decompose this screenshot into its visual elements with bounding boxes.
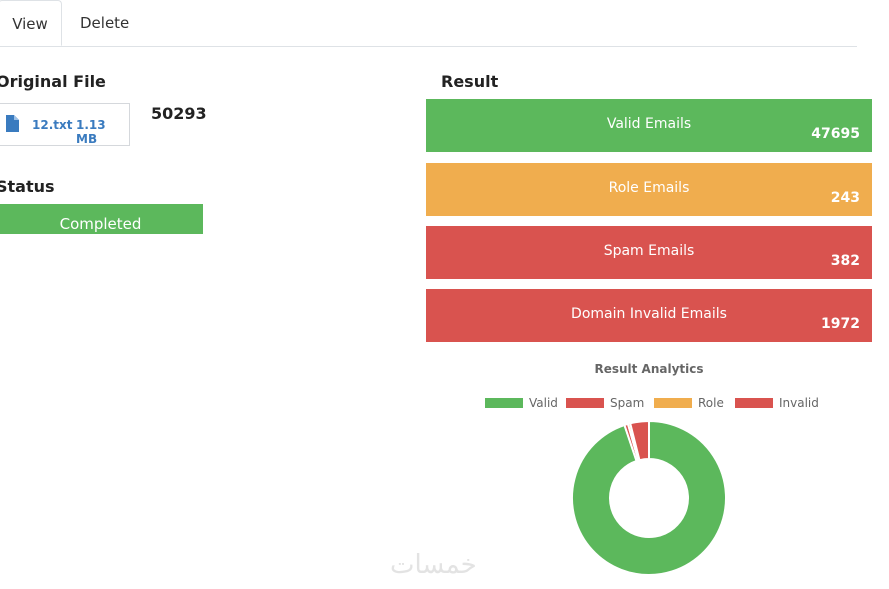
role-emails-count: 243 — [830, 190, 860, 206]
donut-slice-invalid[interactable] — [629, 419, 650, 462]
chart-title: Result Analytics — [594, 362, 704, 376]
spam-emails-count: 382 — [830, 253, 860, 269]
status-badge: Completed — [0, 204, 203, 234]
valid-emails-label: Valid Emails — [606, 116, 692, 132]
legend-label-role[interactable]: Role — [698, 396, 724, 410]
valid-emails-count: 47695 — [811, 126, 860, 142]
file-link[interactable]: 12.txt 1.13 MB — [0, 103, 130, 146]
legend-swatch-valid[interactable] — [485, 398, 523, 408]
role-emails-box: Role Emails 243 — [426, 163, 872, 216]
spam-emails-box: Spam Emails 382 — [426, 226, 872, 279]
role-emails-label: Role Emails — [608, 180, 690, 196]
legend-label-invalid[interactable]: Invalid — [779, 396, 819, 410]
status-title: Status — [0, 177, 55, 196]
total-count: 50293 — [151, 104, 207, 123]
spam-emails-label: Spam Emails — [603, 243, 695, 259]
result-title: Result — [441, 72, 499, 91]
watermark-logo: خمسات — [390, 550, 477, 580]
domain-invalid-emails-label: Domain Invalid Emails — [571, 306, 727, 322]
legend-swatch-role[interactable] — [654, 398, 692, 408]
legend-swatch-spam[interactable] — [566, 398, 604, 408]
donut-slice-valid[interactable] — [571, 419, 727, 576]
legend-label-valid[interactable]: Valid — [529, 396, 558, 410]
file-size: 1.13 MB — [76, 118, 106, 146]
valid-emails-box: Valid Emails 47695 — [426, 99, 872, 152]
domain-invalid-emails-box: Domain Invalid Emails 1972 — [426, 289, 872, 342]
original-file-title: Original File — [0, 72, 106, 91]
tab-delete[interactable]: Delete — [80, 14, 130, 32]
legend-swatch-invalid[interactable] — [735, 398, 773, 408]
tab-view[interactable]: View — [0, 0, 62, 46]
file-icon — [6, 115, 19, 136]
tab-bar: View Delete — [0, 0, 857, 47]
legend-label-spam[interactable]: Spam — [610, 396, 645, 410]
domain-invalid-emails-count: 1972 — [821, 316, 860, 332]
file-name: 12.txt — [32, 118, 73, 132]
